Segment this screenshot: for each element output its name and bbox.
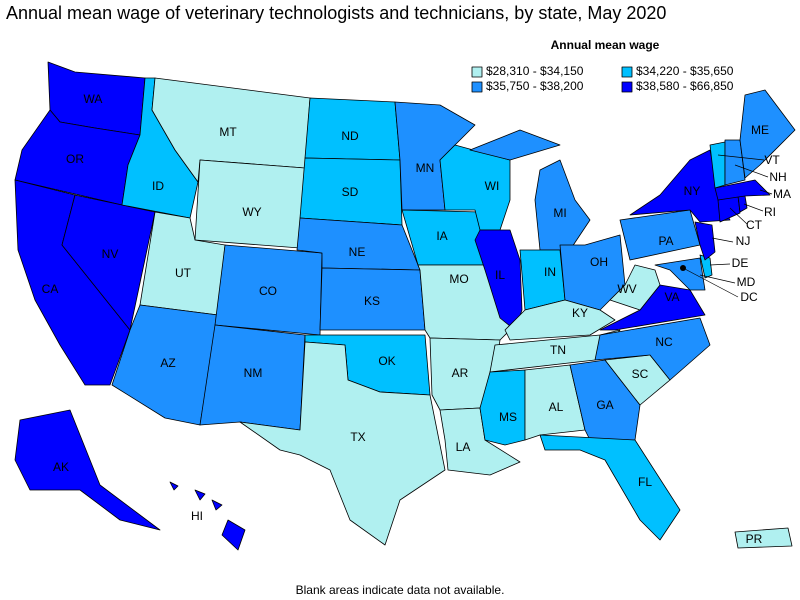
state-region	[694, 221, 716, 261]
state-label: OH	[590, 255, 608, 269]
leader-line	[682, 267, 739, 298]
state-label: IL	[495, 268, 505, 282]
state-label: IA	[436, 229, 447, 243]
state-label: MO	[449, 272, 468, 286]
state-label: PR	[746, 532, 763, 546]
legend-label: $35,750 - $38,200	[486, 79, 584, 93]
state-label: NC	[655, 335, 673, 349]
state-region	[594, 317, 711, 381]
leader-line	[734, 164, 769, 178]
leader-lines	[682, 154, 773, 298]
state-region	[469, 129, 591, 251]
leader-line	[743, 203, 764, 212]
state-label: CO	[259, 284, 277, 298]
state-label: NJ	[736, 234, 751, 248]
state-label: ND	[341, 129, 359, 143]
state-region	[739, 89, 796, 179]
state-label: RI	[764, 205, 776, 219]
state-label: SC	[632, 367, 649, 381]
state-label: KS	[364, 294, 380, 308]
legend-title: Annual mean wage	[551, 38, 660, 52]
state-label: AR	[452, 366, 469, 380]
state-label: NM	[244, 366, 263, 380]
state-label: MA	[773, 187, 791, 201]
state-region	[609, 264, 661, 311]
state-label: OK	[378, 354, 395, 368]
state-label: CA	[42, 282, 59, 296]
state-region	[734, 527, 793, 549]
leader-line	[729, 207, 748, 225]
state-region	[169, 481, 246, 551]
state-label: MD	[737, 275, 756, 289]
state-label: NY	[684, 184, 701, 198]
states	[14, 61, 796, 551]
state-region	[619, 209, 701, 261]
state-label: TN	[550, 343, 566, 357]
state-label: VT	[764, 153, 780, 167]
state-label: FL	[638, 475, 652, 489]
state-region	[724, 139, 746, 186]
state-label: WI	[485, 179, 500, 193]
state-region	[194, 159, 306, 249]
state-label: NE	[349, 245, 366, 259]
map-title: Annual mean wage of veterinary technolog…	[6, 3, 666, 23]
state-label: WA	[84, 92, 103, 106]
state-label: DC	[740, 290, 758, 304]
state-label: NV	[102, 247, 119, 261]
leader-line	[759, 189, 773, 195]
leader-line	[717, 154, 765, 161]
legend-label: $38,580 - $66,850	[636, 79, 734, 93]
state-region	[14, 409, 161, 531]
state-region	[519, 249, 566, 311]
legend-label: $28,310 - $34,150	[486, 64, 584, 78]
state-region	[539, 434, 681, 541]
state-label: AL	[549, 400, 564, 414]
state-label: MT	[219, 125, 237, 139]
state-region	[654, 257, 706, 291]
state-region	[714, 179, 771, 201]
state-label: AZ	[160, 356, 175, 370]
state-label: IN	[544, 265, 556, 279]
state-label: PA	[658, 234, 673, 248]
state-label: AK	[53, 460, 69, 474]
state-labels: WA OR CA NV ID MT WY UT AZ CO NM ND SD N…	[42, 92, 791, 546]
state-label: MI	[553, 206, 566, 220]
state-label: TX	[350, 430, 365, 444]
state-label: GA	[596, 398, 613, 412]
state-label: NH	[769, 170, 786, 184]
leader-line	[709, 263, 731, 266]
state-label: MS	[499, 410, 517, 424]
legend-swatch	[621, 81, 633, 93]
leader-line	[699, 274, 736, 284]
state-label: LA	[456, 440, 471, 454]
legend: Annual mean wage $28,310 - $34,150 $34,2…	[471, 38, 734, 93]
state-region	[524, 364, 586, 441]
state-label: UT	[175, 266, 192, 280]
state-label: WY	[242, 205, 261, 219]
state-label: WV	[617, 282, 636, 296]
legend-swatch	[621, 66, 633, 78]
legend-label: $34,220 - $35,650	[636, 64, 734, 78]
state-label: DE	[732, 256, 749, 270]
leader-line	[711, 237, 734, 243]
state-label: SD	[342, 185, 359, 199]
state-region	[239, 341, 446, 546]
state-label: ME	[751, 123, 769, 137]
legend-swatch	[471, 81, 483, 93]
state-region	[737, 195, 748, 213]
state-label: HI	[191, 509, 203, 523]
state-label: VA	[664, 290, 679, 304]
state-region	[504, 299, 616, 341]
state-label: CT	[746, 218, 763, 232]
legend-swatch	[471, 66, 483, 78]
footnote: Blank areas indicate data not available.	[296, 583, 505, 597]
state-label: MN	[416, 161, 435, 175]
state-label: OR	[66, 152, 84, 166]
state-label: KY	[572, 306, 588, 320]
state-label: ID	[152, 179, 164, 193]
